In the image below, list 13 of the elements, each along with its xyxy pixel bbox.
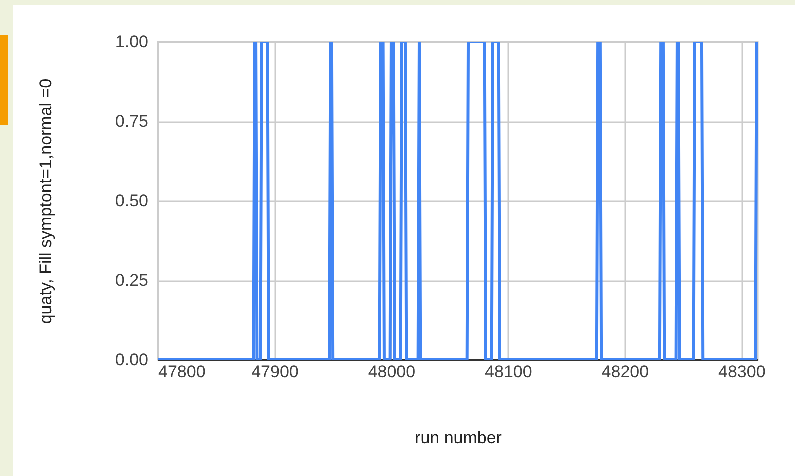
y-axis-title: quaty, Fill symptont=1,normal =0	[36, 78, 56, 324]
x-tick-label: 48100	[485, 362, 532, 382]
y-tick-label: 0.75	[115, 112, 148, 131]
x-tick-label: 48000	[368, 362, 416, 382]
y-tick-label: 0.50	[115, 192, 148, 210]
x-tick-label: 47800	[158, 362, 206, 382]
x-axis-title: run number	[415, 428, 502, 448]
x-tick-label: 47900	[252, 362, 299, 382]
y-tick-label: 0.25	[115, 271, 148, 290]
x-tick-label: 48300	[718, 362, 766, 382]
y-tick-label: 1.00	[115, 32, 148, 52]
x-tick-label: 48200	[602, 362, 650, 382]
y-tick-label: 0.00	[115, 350, 148, 370]
